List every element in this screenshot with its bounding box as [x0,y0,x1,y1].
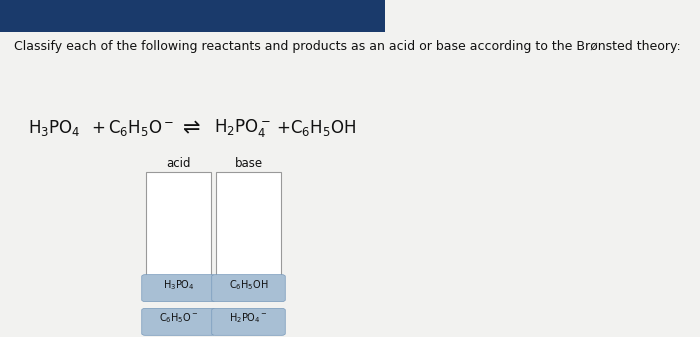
FancyBboxPatch shape [141,308,216,335]
Text: acid: acid [167,157,190,170]
Text: $\rightleftharpoons$: $\rightleftharpoons$ [178,118,201,138]
Text: C$_6$H$_5$O$^-$: C$_6$H$_5$O$^-$ [108,118,175,138]
Bar [0,0,385,32]
FancyBboxPatch shape [211,308,286,335]
Bar [216,172,281,276]
Text: H$_2$PO$_4$$^-$: H$_2$PO$_4$$^-$ [229,312,268,325]
FancyBboxPatch shape [211,275,286,302]
Text: $+$: $+$ [91,119,105,137]
Text: C$_6$H$_5$O$^-$: C$_6$H$_5$O$^-$ [159,312,198,325]
Text: H$_3$PO$_4$: H$_3$PO$_4$ [28,118,80,138]
Text: H$_3$PO$_4$: H$_3$PO$_4$ [162,278,195,292]
Text: $+$: $+$ [276,119,290,137]
Text: H$_2$PO$_4^-$: H$_2$PO$_4^-$ [214,117,270,139]
Text: C$_6$H$_5$OH: C$_6$H$_5$OH [229,278,268,292]
Text: Classify each of the following reactants and products as an acid or base accordi: Classify each of the following reactants… [14,40,680,54]
Bar [146,172,211,276]
Text: C$_6$H$_5$OH: C$_6$H$_5$OH [290,118,357,138]
Text: base: base [234,157,262,170]
FancyBboxPatch shape [141,275,216,302]
Text: ANET L. MAXWELL: ANET L. MAXWELL [10,13,117,24]
